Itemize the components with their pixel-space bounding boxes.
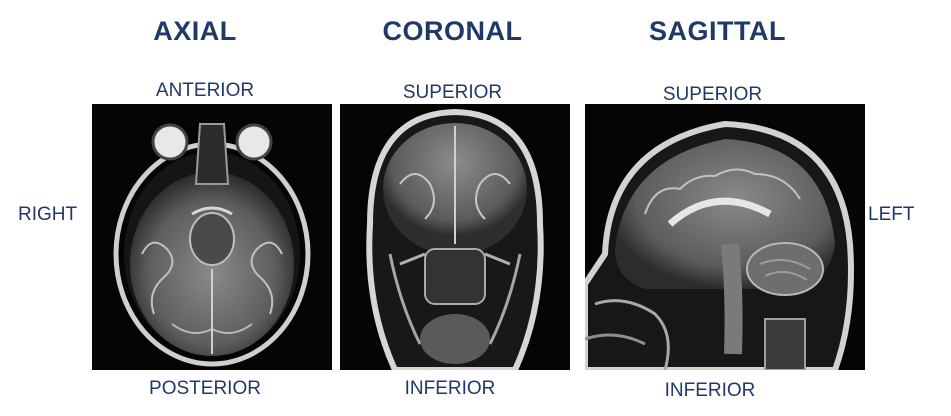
axial-mri-image [92,104,332,370]
coronal-top-label: SUPERIOR [402,82,503,103]
coronal-bottom-label: INFERIOR [404,378,496,399]
right-side-label: RIGHT [18,204,78,225]
axial-bottom-label: POSTERIOR [149,378,261,399]
coronal-mri-image [340,104,570,370]
sagittal-bottom-label: INFERIOR [664,380,756,401]
sagittal-mri-drawing [585,104,865,370]
sagittal-title: SAGITTAL [649,16,786,46]
axial-top-label: ANTERIOR [155,80,255,101]
axial-title: AXIAL [153,16,237,46]
left-side-label: LEFT [868,204,915,225]
coronal-mri-drawing [340,104,570,370]
sagittal-top-label: SUPERIOR [662,84,763,105]
coronal-title: CORONAL [382,16,523,46]
axial-mri-drawing [92,104,332,370]
sagittal-mri-image [585,104,865,370]
